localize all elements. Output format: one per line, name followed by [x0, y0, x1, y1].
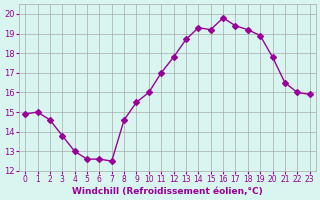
- X-axis label: Windchill (Refroidissement éolien,°C): Windchill (Refroidissement éolien,°C): [72, 187, 263, 196]
